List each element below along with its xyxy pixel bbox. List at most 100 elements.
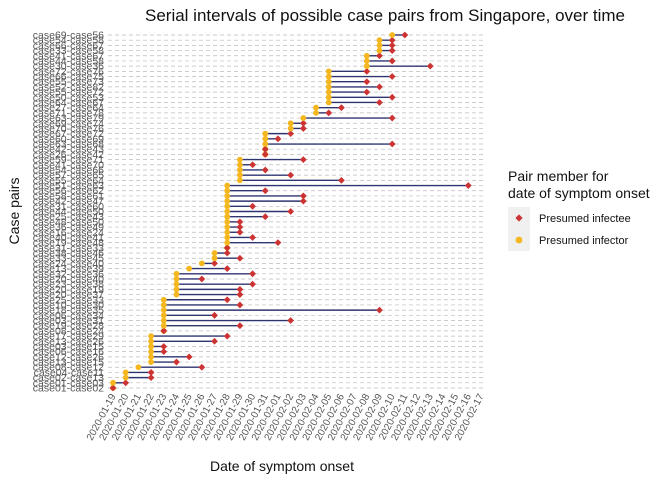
infectee-point — [299, 119, 307, 127]
y-tick-label: case44-case58 — [33, 55, 104, 67]
infector-point — [224, 193, 231, 199]
y-tick-label: case20-case19 — [33, 284, 104, 296]
infector-point — [186, 265, 193, 272]
infectee-point — [223, 265, 231, 273]
y-tick-label: case31-case60 — [33, 201, 104, 213]
infector-point — [148, 348, 154, 355]
y-tick-label: case55-case72 — [33, 87, 104, 99]
infector-point — [122, 374, 129, 381]
infectee-point — [122, 379, 130, 387]
infectee-point — [376, 83, 383, 91]
y-tick-label: case06-case34 — [33, 310, 104, 322]
infector-point — [224, 198, 231, 205]
infector-point — [148, 343, 154, 350]
infector-point — [173, 291, 180, 298]
infectee-point — [236, 301, 244, 309]
infector-point — [211, 255, 218, 262]
y-tick-label: case19-case48 — [33, 237, 104, 249]
infectee-point — [464, 182, 472, 189]
infectee-point — [338, 176, 345, 184]
infectee-point — [376, 99, 383, 106]
infectee-point — [287, 317, 295, 324]
infector-point — [236, 161, 243, 168]
infectee-point — [160, 343, 168, 350]
case-pair-marks — [109, 31, 472, 392]
y-tick-label: case42-case47 — [33, 196, 104, 208]
infector-point — [287, 120, 294, 127]
infectee-point — [236, 291, 244, 298]
y-tick-label: case06-case16 — [33, 346, 104, 358]
infector-point — [148, 338, 154, 345]
infectee-point — [236, 223, 244, 231]
y-tick-label: case10-case30 — [33, 299, 104, 311]
infector-point — [173, 270, 180, 277]
y-tick-label: case18-case35 — [33, 305, 104, 317]
infector-point — [224, 182, 231, 189]
infector-point — [224, 224, 231, 230]
legend: Pair member for date of symptom onset Pr… — [508, 168, 650, 251]
infectee-point — [261, 166, 269, 174]
infectee-point — [299, 125, 307, 132]
infectee-point — [299, 156, 307, 163]
infectee-point — [261, 145, 269, 153]
y-tick-label: case20-case37 — [33, 289, 104, 301]
legend-label-infector: Presumed infector — [539, 235, 629, 247]
y-tick-label: case24-case40 — [33, 258, 104, 270]
infectee-point — [388, 114, 396, 122]
infectee-point — [173, 358, 180, 366]
y-tick-label: case48-case50 — [33, 216, 104, 228]
y-tick-label: case63-case68 — [33, 139, 104, 151]
infector-point — [363, 63, 370, 70]
infector-point — [148, 333, 154, 339]
y-tick-label: case02-case13 — [33, 372, 104, 384]
y-tick-label: case64-case67 — [33, 97, 104, 109]
infectee-point — [261, 187, 269, 195]
infector-point — [236, 167, 243, 173]
infectee-point — [388, 41, 396, 49]
infectee-point — [261, 213, 269, 221]
infectee-point — [274, 239, 282, 247]
infector-point — [224, 229, 231, 236]
infectee-point — [363, 67, 371, 75]
chart-title: Serial intervals of possible case pairs … — [145, 6, 625, 25]
y-tick-label: case55-case64 — [33, 175, 104, 187]
infectee-point — [223, 332, 231, 340]
infector-point — [236, 156, 243, 163]
infectee-point — [426, 62, 434, 70]
infectee-point — [249, 161, 256, 169]
infectee-point — [299, 192, 307, 200]
infectee-point — [274, 135, 282, 143]
infectee-point — [325, 109, 333, 117]
infectee-point — [160, 348, 168, 356]
infector-point — [135, 364, 142, 371]
infectee-point — [249, 234, 256, 241]
infectee-point — [109, 384, 117, 392]
infector-point — [376, 42, 383, 49]
infector-point — [173, 276, 180, 282]
infector-point — [160, 322, 167, 329]
infectee-point — [388, 140, 396, 148]
infector-point — [173, 281, 180, 288]
y-tick-label: case26-case42 — [33, 149, 104, 161]
infector-point — [325, 68, 332, 75]
y-tick-label: case67-case72 — [33, 128, 104, 140]
y-tick-label: case01-case03 — [33, 377, 104, 389]
infector-point — [160, 302, 167, 308]
infector-point — [325, 73, 332, 80]
y-tick-label: case52-case82 — [33, 81, 104, 93]
infector-point — [160, 317, 167, 324]
y-tick-label: case32-case36 — [33, 268, 104, 280]
infectee-point — [287, 130, 295, 138]
infectee-point — [160, 327, 168, 335]
infectee-point — [236, 218, 244, 226]
y-tick-label: case69-case56 — [33, 30, 104, 42]
y-tick-label: case59-case71 — [33, 154, 104, 166]
infectee-point — [223, 296, 231, 304]
infector-point — [224, 208, 231, 215]
y-tick-label: case51-case63 — [33, 180, 104, 192]
y-tick-label: case23-case38 — [33, 279, 104, 291]
infector-point — [325, 84, 332, 90]
infectee-point — [363, 78, 371, 86]
infectee-point — [236, 254, 244, 262]
